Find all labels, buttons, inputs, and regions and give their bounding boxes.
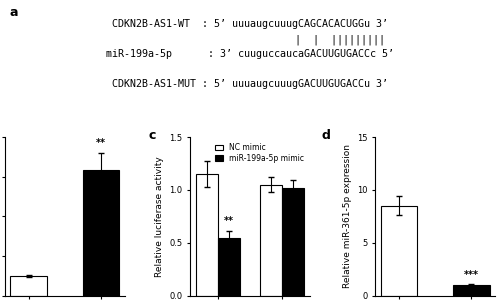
- Bar: [218, 238, 240, 296]
- Text: ***: ***: [464, 270, 479, 280]
- Y-axis label: Relative miR-361-5p expression: Relative miR-361-5p expression: [343, 144, 352, 288]
- Y-axis label: Relative luciferase activity: Relative luciferase activity: [155, 156, 164, 277]
- Bar: [454, 285, 490, 296]
- Text: d: d: [322, 129, 330, 142]
- Text: **: **: [96, 138, 106, 148]
- Text: c: c: [148, 129, 156, 142]
- Bar: [260, 185, 282, 296]
- Text: **: **: [224, 216, 234, 226]
- Legend: NC mimic, miR-199a-5p mimic: NC mimic, miR-199a-5p mimic: [212, 141, 306, 165]
- Bar: [10, 276, 46, 296]
- Bar: [196, 174, 218, 296]
- Bar: [83, 170, 119, 296]
- Bar: [282, 188, 304, 296]
- Text: CDKN2B-AS1-WT  : 5’ uuuaugcuuugCAGCACACUGGu 3’
                              |  : CDKN2B-AS1-WT : 5’ uuuaugcuuugCAGCACACUG…: [106, 19, 394, 89]
- Text: a: a: [10, 6, 18, 19]
- Bar: [381, 206, 417, 296]
